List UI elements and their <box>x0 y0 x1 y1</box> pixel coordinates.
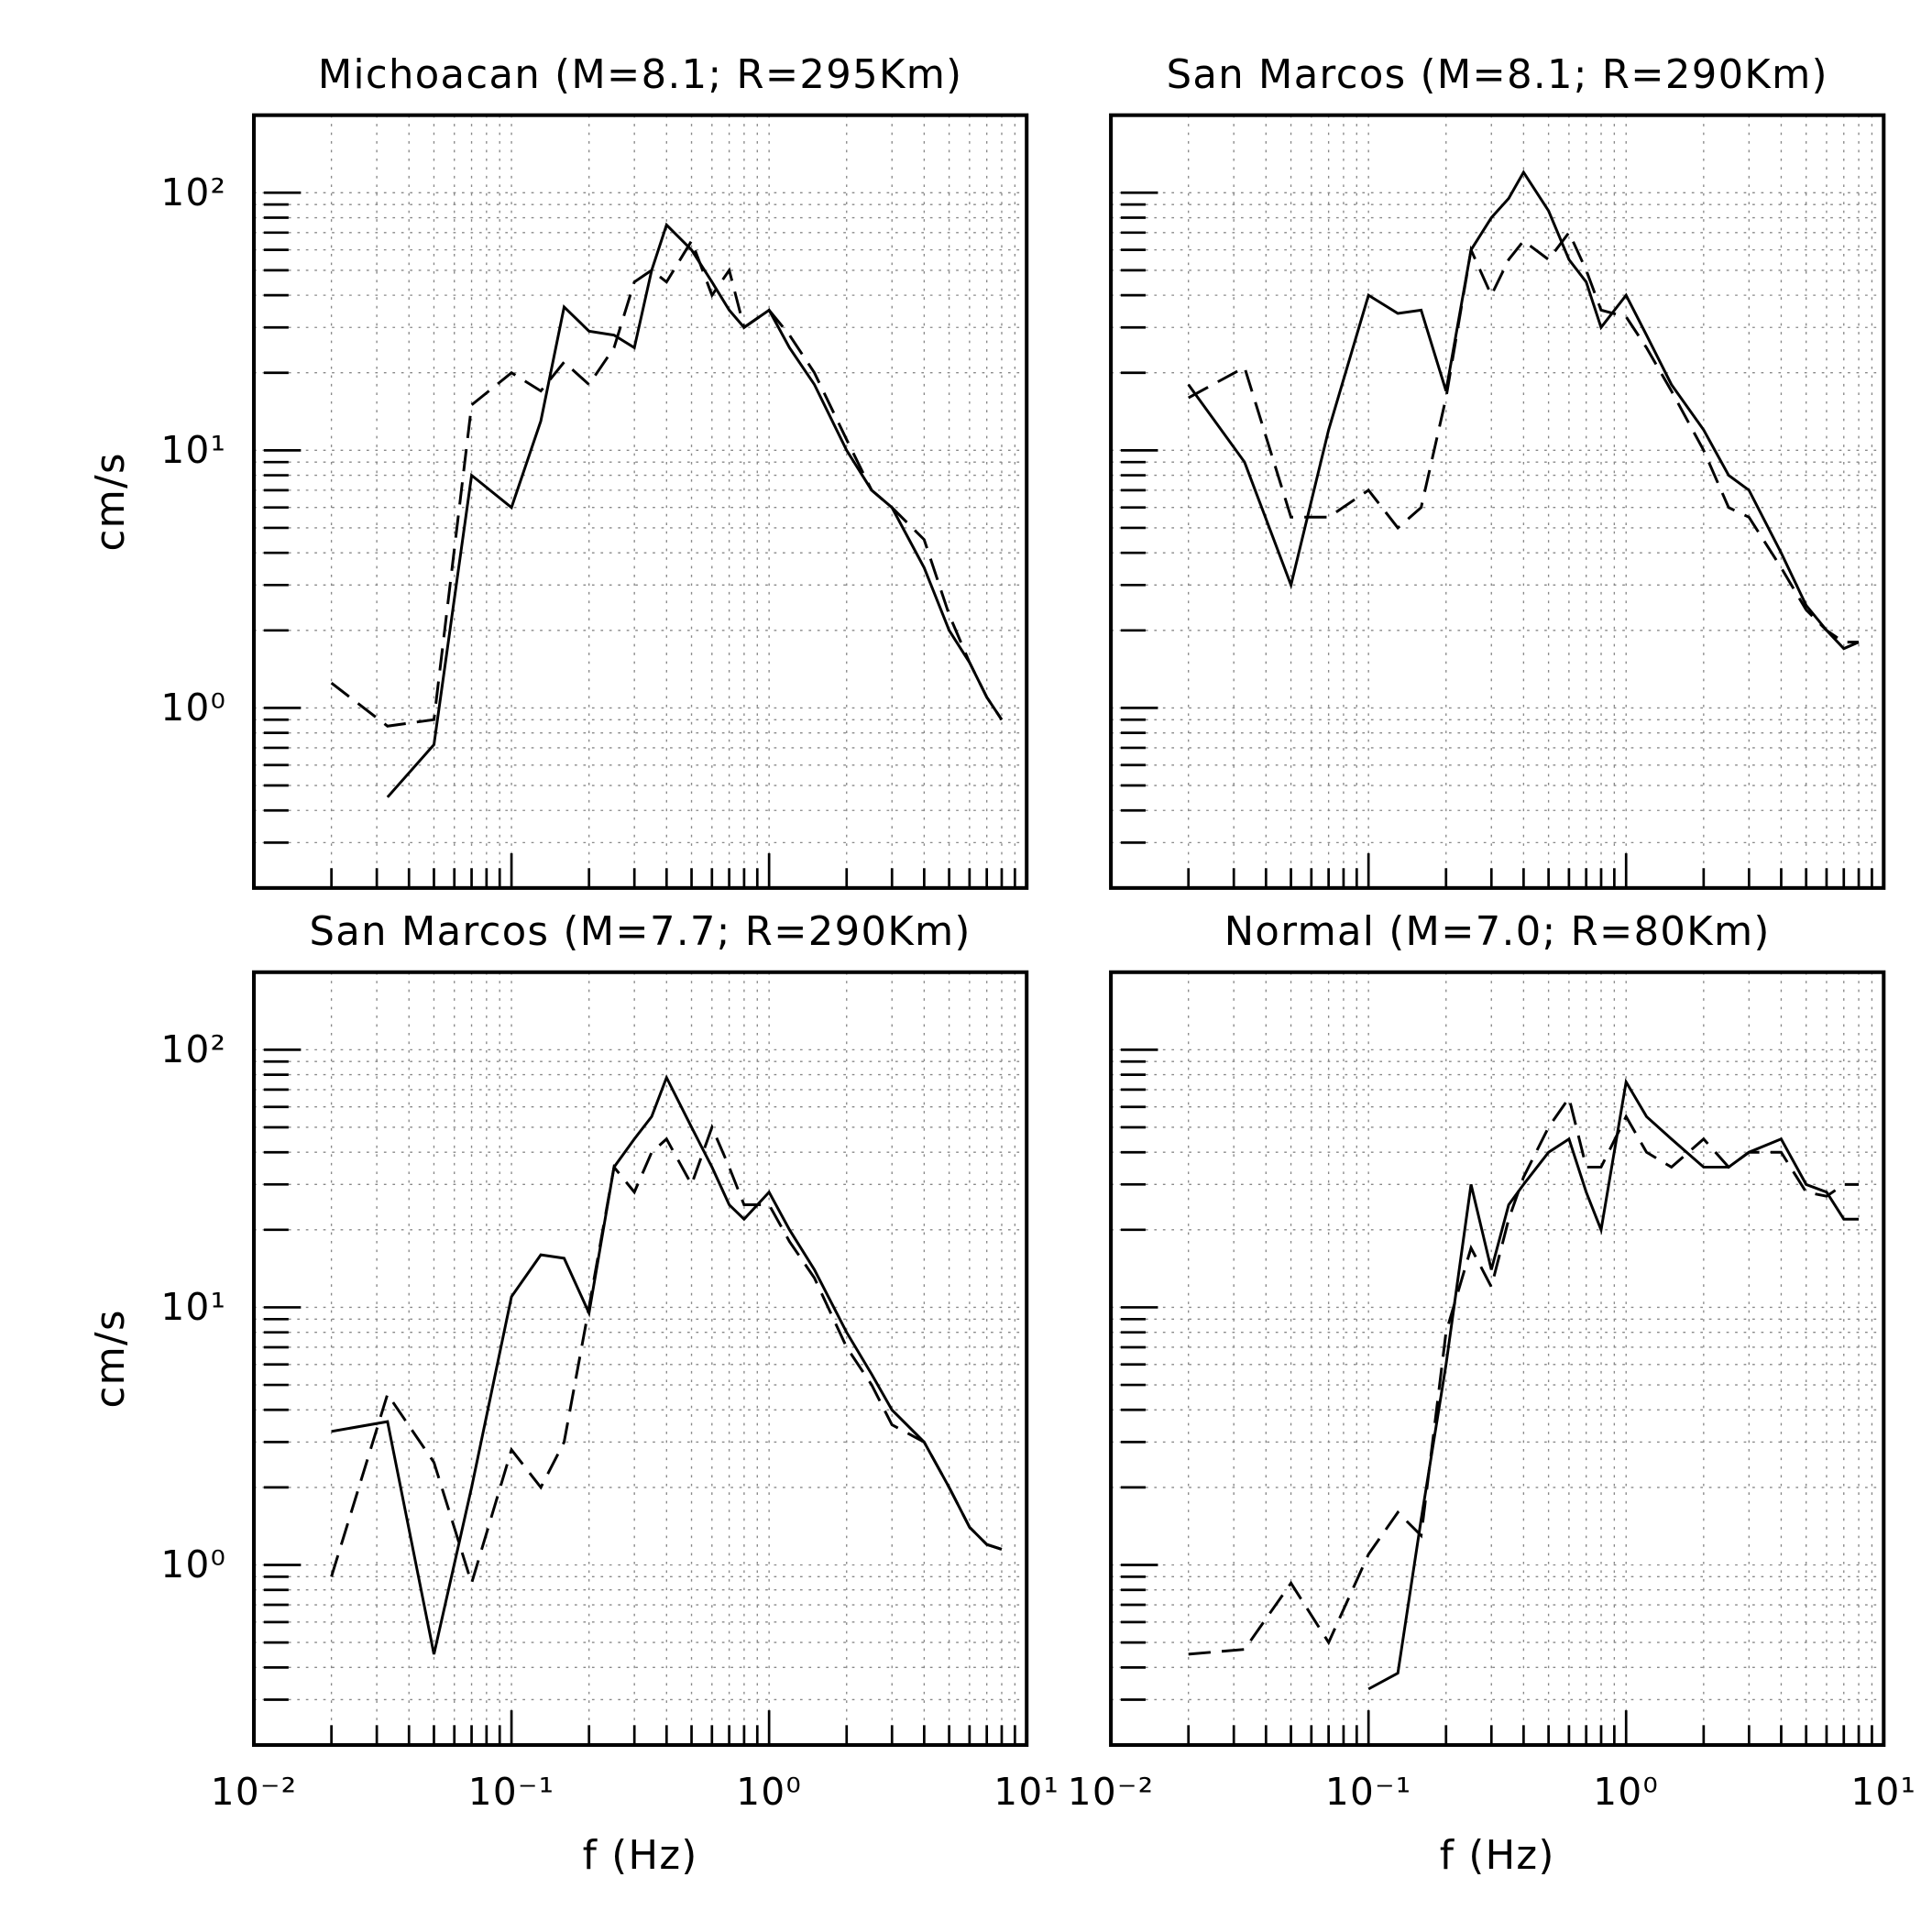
series-line <box>1187 170 1860 651</box>
x-tick-label: 10⁰ <box>736 1770 802 1814</box>
series-line <box>331 1074 1003 1655</box>
chart-title: San Marcos (M=7.7; R=290Km) <box>309 909 971 955</box>
chart-title: Normal (M=7.0; R=80Km) <box>1224 909 1771 955</box>
y-axis-label: cm/s <box>88 1309 134 1408</box>
x-tick-label: 10⁻¹ <box>468 1770 555 1814</box>
x-tick-label: 10¹ <box>1850 1770 1916 1814</box>
y-axis-label: cm/s <box>88 452 134 551</box>
plot-frame <box>251 970 1029 1747</box>
x-tick-label: 10¹ <box>993 1770 1059 1814</box>
series-line <box>1188 1094 1860 1656</box>
series-line <box>1187 229 1860 644</box>
series-line <box>330 237 1004 728</box>
x-axis-label: f (Hz) <box>583 1833 698 1879</box>
x-tick-label: 10⁰ <box>1593 1770 1659 1814</box>
plot-frame <box>1109 113 1886 890</box>
y-tick-label: 10² <box>160 1027 226 1071</box>
y-tick-label: 10¹ <box>160 1285 226 1329</box>
y-tick-label: 10¹ <box>160 428 226 472</box>
plot-frame <box>1109 970 1886 1747</box>
series-line <box>1367 1078 1860 1691</box>
plot-frame <box>251 113 1029 890</box>
series-line <box>330 1123 1003 1588</box>
y-tick-label: 10⁰ <box>160 686 226 730</box>
x-axis-label: f (Hz) <box>1440 1833 1555 1879</box>
series-line <box>386 222 1004 798</box>
y-tick-label: 10⁰ <box>160 1542 226 1586</box>
x-tick-label: 10⁻² <box>211 1770 298 1814</box>
x-tick-label: 10⁻² <box>1068 1770 1155 1814</box>
chart-title: San Marcos (M=8.1; R=290Km) <box>1167 52 1828 98</box>
y-tick-label: 10² <box>160 170 226 214</box>
x-tick-label: 10⁻¹ <box>1325 1770 1412 1814</box>
chart-title: Michoacan (M=8.1; R=295Km) <box>318 52 963 98</box>
